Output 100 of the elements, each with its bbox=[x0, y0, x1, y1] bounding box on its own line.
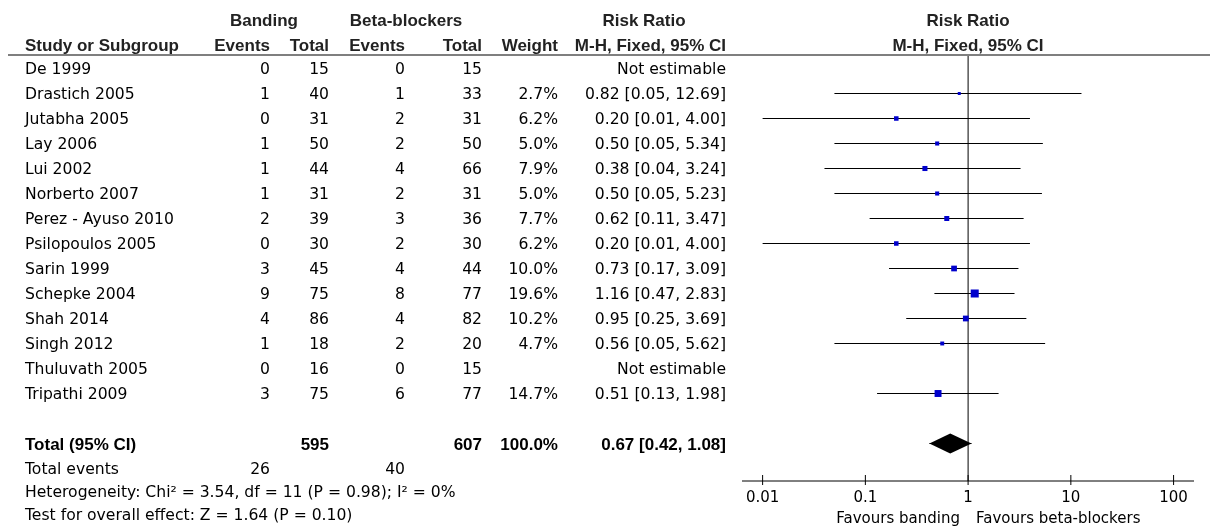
data-label: 6.2% bbox=[518, 109, 558, 128]
data-label: 0.38 [0.04, 3.24] bbox=[594, 159, 726, 178]
category-label: Total events bbox=[24, 459, 119, 478]
data-label: 2 bbox=[395, 134, 405, 153]
text: Study or Subgroup bbox=[25, 35, 179, 55]
category-label: Tripathi 2009 bbox=[24, 384, 128, 403]
data-label: 0.20 [0.01, 4.00] bbox=[594, 109, 726, 128]
data-label: 75 bbox=[309, 284, 329, 303]
data-label: 33 bbox=[462, 84, 482, 103]
data-label: 66 bbox=[462, 159, 482, 178]
text: Total bbox=[289, 35, 329, 55]
data-label: 2 bbox=[395, 109, 405, 128]
data-label: 0 bbox=[260, 359, 270, 378]
x-tick-label: 10 bbox=[1061, 488, 1081, 506]
data-label: 31 bbox=[309, 184, 329, 203]
data-label: 8 bbox=[395, 284, 405, 303]
data-label: 39 bbox=[309, 209, 329, 228]
text: Test for overall effect: Z = 1.64 (P = 0.10) bbox=[24, 505, 353, 524]
text: Events bbox=[214, 35, 270, 55]
data-label: 0.73 [0.17, 3.09] bbox=[594, 259, 726, 278]
text: Weight bbox=[501, 35, 559, 55]
data-label: 0.51 [0.13, 1.98] bbox=[594, 384, 726, 403]
data-label: 77 bbox=[462, 284, 482, 303]
data-label: 40 bbox=[309, 84, 329, 103]
data-label: 5.0% bbox=[518, 184, 558, 203]
data-label: 45 bbox=[309, 259, 329, 278]
data-label: 2 bbox=[260, 209, 270, 228]
data-label: 1 bbox=[395, 84, 405, 103]
data-label: 0.50 [0.05, 5.23] bbox=[594, 184, 726, 203]
category-label: Norberto 2007 bbox=[25, 184, 139, 203]
data-label: Not estimable bbox=[616, 359, 726, 378]
data-label: 0 bbox=[395, 59, 405, 78]
category-label: Singh 2012 bbox=[25, 334, 114, 353]
x-tick-label: 0.1 bbox=[853, 488, 878, 506]
data-label: 7.7% bbox=[518, 209, 558, 228]
data-label: 1 bbox=[260, 159, 270, 178]
data-label: 82 bbox=[462, 309, 482, 328]
data-label: 2 bbox=[395, 184, 405, 203]
data-label: 607 bbox=[453, 434, 482, 453]
x-tick-label: 100 bbox=[1159, 488, 1188, 506]
category-label: Psilopoulos 2005 bbox=[25, 234, 157, 253]
data-label: 0 bbox=[260, 59, 270, 78]
data-label: 16 bbox=[309, 359, 329, 378]
data-label: 15 bbox=[309, 59, 329, 78]
text: Total bbox=[442, 35, 482, 55]
data-label: Not estimable bbox=[616, 59, 726, 78]
data-label: 15 bbox=[462, 359, 482, 378]
data-label: 19.6% bbox=[508, 284, 558, 303]
data-label: 44 bbox=[462, 259, 483, 278]
category-label: Schepke 2004 bbox=[25, 284, 136, 303]
category-label: Shah 2014 bbox=[25, 309, 109, 328]
data-label: 86 bbox=[309, 309, 329, 328]
data-label: 595 bbox=[300, 434, 329, 453]
data-label: 1 bbox=[260, 334, 270, 353]
data-label: 0 bbox=[260, 234, 270, 253]
data-label: 31 bbox=[309, 109, 329, 128]
text: Heterogeneity: Chi² = 3.54, df = 11 (P = 0.98); I² = 0% bbox=[25, 482, 456, 501]
data-label: 75 bbox=[309, 384, 329, 403]
data-label: 14.7% bbox=[508, 384, 558, 403]
data-label: 15 bbox=[462, 59, 482, 78]
data-label: 31 bbox=[462, 109, 482, 128]
data-label: 7.9% bbox=[518, 159, 558, 178]
data-label: 4 bbox=[395, 259, 406, 278]
data-label: 3 bbox=[395, 209, 405, 228]
data-label: 10.0% bbox=[508, 259, 558, 278]
data-label: 6 bbox=[395, 384, 405, 403]
data-label: 1 bbox=[260, 134, 270, 153]
data-label: 2 bbox=[395, 234, 405, 253]
category-label: Lui 2002 bbox=[25, 159, 93, 178]
data-label: 2.7% bbox=[518, 84, 558, 103]
category-label: Thuluvath 2005 bbox=[24, 359, 148, 378]
data-label: 3 bbox=[260, 259, 270, 278]
data-label: 0 bbox=[260, 109, 270, 128]
chart-subtitle: M-H, Fixed, 95% CI bbox=[892, 35, 1044, 55]
data-label: 4 bbox=[395, 309, 406, 328]
data-label: 4.7% bbox=[518, 334, 558, 353]
data-label: 1.16 [0.47, 2.83] bbox=[594, 284, 726, 303]
data-label: 0 bbox=[395, 359, 405, 378]
text: Beta-blockers bbox=[349, 10, 463, 30]
text: M-H, Fixed, 95% CI bbox=[574, 35, 726, 55]
data-label: 30 bbox=[462, 234, 482, 253]
data-label: 36 bbox=[462, 209, 482, 228]
data-label: 1 bbox=[260, 184, 270, 203]
text: Risk Ratio bbox=[602, 10, 686, 30]
text: Banding bbox=[230, 10, 298, 30]
data-label: 0.67 [0.42, 1.08] bbox=[601, 434, 726, 453]
data-label: 31 bbox=[462, 184, 482, 203]
data-label: 4 bbox=[395, 159, 406, 178]
data-label: 5.0% bbox=[518, 134, 558, 153]
category-label: Jutabha 2005 bbox=[24, 109, 130, 128]
data-label: 77 bbox=[462, 384, 482, 403]
category-label: Total (95% CI) bbox=[25, 434, 137, 453]
data-label: 18 bbox=[309, 334, 329, 353]
chart-title: Risk Ratio bbox=[926, 10, 1010, 30]
data-label: 0.82 [0.05, 12.69] bbox=[584, 84, 726, 103]
data-label: 0.95 [0.25, 3.69] bbox=[594, 309, 726, 328]
data-label: 26 bbox=[250, 459, 270, 478]
data-label: 50 bbox=[462, 134, 482, 153]
data-label: 9 bbox=[260, 284, 270, 303]
data-label: 30 bbox=[309, 234, 329, 253]
